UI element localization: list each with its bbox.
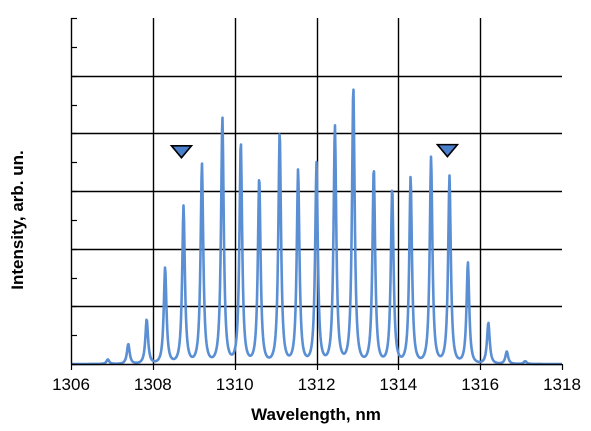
triangle-marker: [435, 143, 460, 158]
annotation-markers: [169, 143, 460, 160]
x-tick-label: 1308: [134, 375, 172, 394]
triangle-marker: [169, 144, 194, 160]
x-tick-label: 1312: [298, 375, 336, 394]
x-tick-label: 1314: [379, 375, 417, 394]
series-layer: [70, 88, 563, 366]
x-tick-label: 1310: [216, 375, 254, 394]
axes: [70, 17, 564, 370]
x-tick-labels: 1306 1308 1310 1312 1314 1316 1318: [52, 375, 581, 394]
x-tick-label: 1316: [461, 375, 499, 394]
spectrum-line: [70, 88, 563, 366]
x-axis-title: Wavelength, nm: [251, 405, 381, 424]
x-tick-label: 1306: [52, 375, 90, 394]
y-axis-title: Intensity, arb. un.: [8, 150, 27, 289]
x-tick-label: 1318: [543, 375, 581, 394]
